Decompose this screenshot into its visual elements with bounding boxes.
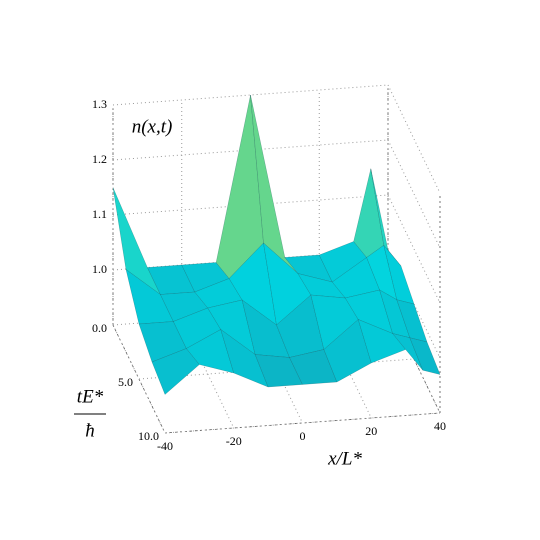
z-axis-label: n(x,t) [132, 116, 173, 137]
z-tick-label: 1.3 [92, 97, 107, 111]
x-tick-label: -40 [157, 439, 173, 453]
y-axis-label-numerator: tE* [77, 386, 104, 407]
grid-line [387, 139, 441, 249]
z-tick-label: 1.2 [92, 152, 107, 166]
x-tick-label: -20 [226, 434, 242, 448]
y-tick-label: 0.0 [92, 321, 107, 335]
y-axis-label-denominator: ħ [85, 420, 95, 441]
z-tick-label: 1.1 [92, 207, 107, 221]
box-edge [164, 412, 441, 434]
y-tick-label: 5.0 [118, 375, 133, 389]
x-tick-label: 0 [300, 429, 306, 443]
x-axis-label: x/L* [327, 448, 362, 469]
grid-line [387, 84, 441, 194]
x-tick-label: 40 [434, 419, 446, 433]
y-tick-label: 10.0 [138, 429, 159, 443]
z-tick-label: 1.0 [92, 262, 107, 276]
x-tick-label: 20 [365, 424, 377, 438]
surface-patch [409, 337, 441, 375]
